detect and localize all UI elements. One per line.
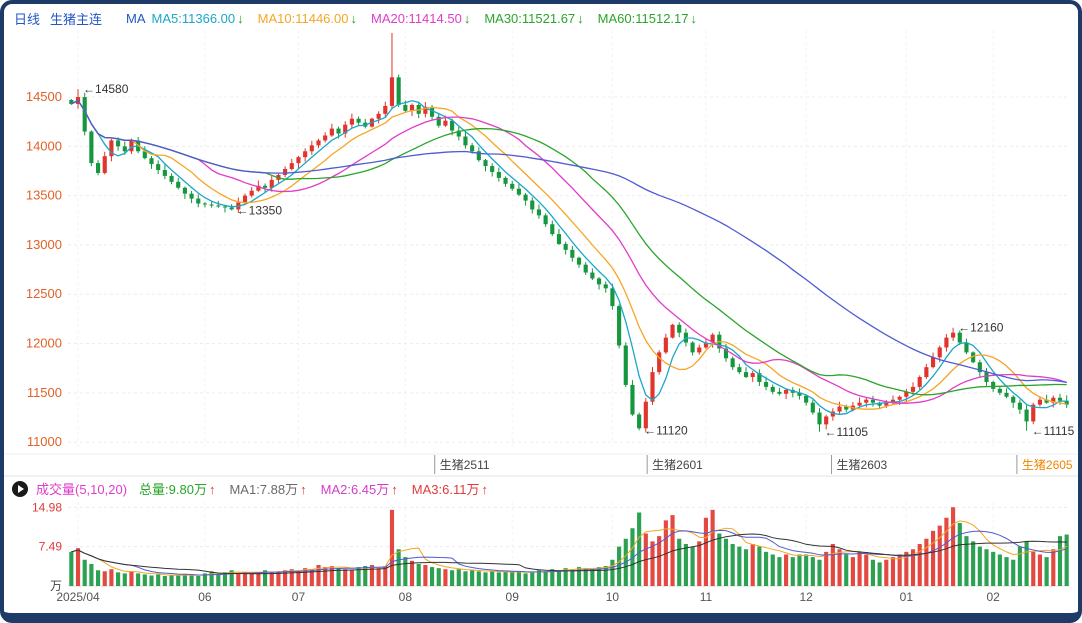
svg-text:7.49: 7.49 [39, 540, 63, 554]
svg-text:←11105: ←11105 [825, 425, 869, 439]
volLegend-item-1: MA1:7.88万 ↑ [229, 482, 306, 497]
legend-text: MA60:11512.17 [597, 11, 689, 26]
legend-text: MA5:11366.00 [151, 11, 236, 26]
volLegend-item-0: 总量:9.80万 ↑ [139, 482, 215, 497]
volume-ma-legend: 总量:9.80万 ↑ MA1:7.88万 ↑ MA2:6.45万 ↑ MA3:6.11万 ↑ [139, 479, 502, 498]
svg-text:09: 09 [506, 590, 520, 604]
grid-layer [4, 30, 1078, 587]
svg-text:11: 11 [700, 590, 713, 604]
svg-text:13000: 13000 [26, 237, 62, 252]
trend-arrow-icon: ↓ [463, 11, 471, 26]
svg-text:←13350: ←13350 [237, 203, 283, 217]
svg-text:生猪2511: 生猪2511 [440, 458, 490, 472]
trend-arrow-icon: ↑ [481, 482, 488, 497]
svg-text:07: 07 [292, 590, 306, 604]
svg-text:万: 万 [50, 579, 62, 593]
maLegend-item-3: MA30:11521.67 ↓ [484, 11, 583, 26]
svg-text:生猪2605: 生猪2605 [1022, 458, 1073, 472]
maLegend-item-2: MA20:11414.50 ↓ [371, 11, 470, 26]
candlestick-chart[interactable]: 14500 14000 13500 13000 12500 12000 11500 11000… [4, 4, 1078, 613]
legend-text: 总量:9.80万 [139, 482, 207, 497]
svg-text:13500: 13500 [26, 188, 62, 203]
legend-text: MA2:6.45万 [320, 482, 390, 497]
volume-ma-lines-layer [71, 520, 1067, 576]
volume-header: 成交量(5,10,20) 总量:9.80万 ↑ MA1:7.88万 ↑ MA2:6.45… [12, 479, 502, 498]
period-label[interactable]: 日线 [14, 12, 41, 27]
symbol-label: 生猪主连 [50, 12, 103, 27]
expand-arrow-icon [18, 484, 24, 493]
trend-arrow-icon: ↓ [577, 11, 584, 26]
svg-text:14.98: 14.98 [32, 500, 62, 514]
svg-text:←14580: ←14580 [83, 82, 129, 96]
legend-text: MA3:6.11万 [411, 482, 480, 497]
svg-text:生猪2601: 生猪2601 [652, 458, 703, 472]
trend-arrow-icon: ↓ [350, 11, 357, 26]
svg-text:14500: 14500 [26, 89, 62, 104]
indicator-label[interactable]: MA [126, 11, 146, 26]
svg-text:生猪2603: 生猪2603 [837, 458, 888, 472]
svg-text:10: 10 [606, 590, 620, 604]
price-header: 日线 生猪主连 MA MA5:11366.00 ↓ MA10:11446.00 ↓ MA… [14, 9, 711, 28]
svg-text:06: 06 [198, 590, 212, 604]
svg-text:02: 02 [987, 590, 1001, 604]
volume-bars-layer [69, 507, 1069, 586]
svg-text:12: 12 [799, 590, 813, 604]
svg-text:08: 08 [399, 590, 413, 604]
legend-text: MA30:11521.67 [484, 11, 576, 26]
svg-text:12000: 12000 [26, 336, 62, 351]
trend-arrow-icon: ↓ [690, 11, 698, 26]
price-ma-legend: MA5:11366.00 ↓ MA10:11446.00 ↓ MA20:11414.50… [152, 11, 711, 26]
trend-arrow-icon: ↓ [237, 11, 244, 26]
svg-text:←11115: ←11115 [1032, 424, 1075, 438]
svg-text:←11120: ←11120 [644, 423, 688, 437]
svg-text:01: 01 [900, 590, 914, 604]
legend-text: MA1:7.88万 [229, 482, 299, 497]
svg-text:12500: 12500 [26, 286, 62, 301]
volLegend-item-3: MA3:6.11万 ↑ [412, 482, 488, 497]
trend-arrow-icon: ↑ [300, 482, 307, 497]
volume-pane-toggle[interactable] [12, 480, 28, 497]
svg-text:11500: 11500 [27, 385, 62, 400]
legend-text: MA10:11446.00 [257, 11, 349, 26]
price-ma-lines-layer [71, 99, 1067, 415]
maLegend-item-1: MA10:11446.00 ↓ [258, 11, 357, 26]
maLegend-item-0: MA5:11366.00 ↓ [152, 11, 244, 26]
volume-indicator-title[interactable]: 成交量(5,10,20) [36, 482, 128, 497]
svg-text:11000: 11000 [27, 434, 62, 449]
legend-text: MA20:11414.50 [370, 11, 462, 26]
contract-labels-layer: 生猪2511 生猪2601 生猪2603 生猪2605 [434, 455, 1073, 474]
svg-text:2025/04: 2025/04 [56, 590, 100, 604]
svg-text:14000: 14000 [26, 138, 62, 153]
volLegend-item-2: MA2:6.45万 ↑ [321, 482, 398, 497]
svg-text:←12160: ←12160 [958, 321, 1004, 335]
candles-layer [69, 32, 1069, 433]
annotations-layer: ←14580 ←13350 ←11120 ←11105 ←12160 ←11115 [83, 82, 1075, 439]
axis-layer: 14500 14000 13500 13000 12500 12000 11500 11000… [26, 89, 1000, 604]
trend-arrow-icon: ↑ [208, 482, 216, 497]
trend-arrow-icon: ↑ [391, 482, 398, 497]
maLegend-item-4: MA60:11512.17 ↓ [598, 11, 697, 26]
